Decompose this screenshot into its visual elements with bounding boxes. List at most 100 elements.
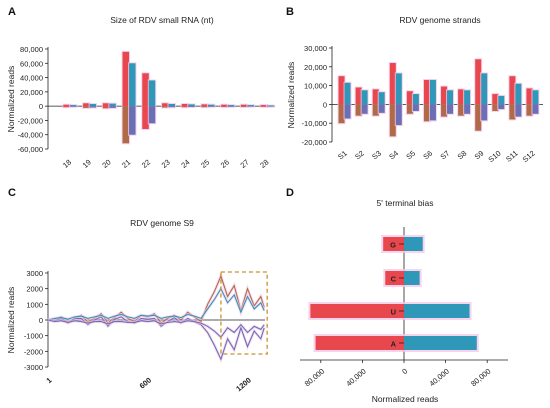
x-tick-label-b: S5 <box>404 149 417 162</box>
x-tick-label-a: 22 <box>140 158 152 170</box>
chart-title-a: Size of RDV small RNA (nt) <box>110 15 214 25</box>
x-axis-label-d: Normalized reads <box>372 394 439 404</box>
bar-pos-a <box>63 104 70 107</box>
bar-pos-b <box>389 63 396 105</box>
bar-neg-b <box>509 104 516 120</box>
bar-neg-b <box>441 104 448 117</box>
bar-left-d <box>310 304 404 318</box>
y-tick-label-a: -40,000 <box>18 131 43 140</box>
series-line-c <box>47 319 265 339</box>
bar-neg-b <box>338 104 345 124</box>
bar-neg-b <box>355 104 362 116</box>
x-tick-label-a: 19 <box>81 158 93 170</box>
bar-pos-a <box>83 103 90 107</box>
bar-neg-b <box>361 104 368 114</box>
x-tick-label-b: S7 <box>439 149 452 162</box>
bar-pos-b <box>492 94 499 105</box>
bar-pos-b <box>361 90 368 105</box>
bar-pos-b <box>423 79 430 105</box>
x-tick-label-b: S3 <box>370 149 383 162</box>
bar-neg-a <box>207 106 215 107</box>
bar-neg-b <box>464 104 471 114</box>
bar-neg-b <box>389 104 396 137</box>
bar-pos-b <box>355 87 362 105</box>
x-tick-label-d: 40,000 <box>344 367 367 389</box>
y-tick-label-c: -2000 <box>24 347 43 356</box>
bar-pos-b <box>412 94 419 105</box>
bar-pos-b <box>406 91 413 105</box>
y-tick-label-b: 20,000 <box>304 63 327 72</box>
bar-pos-a <box>148 80 156 107</box>
bar-pos-a <box>188 104 195 107</box>
y-tick-label-a: 20,000 <box>20 88 43 97</box>
bar-pos-b <box>475 59 482 105</box>
panel-letter-c: C <box>8 187 16 199</box>
y-tick-label-a: 60,000 <box>20 59 43 68</box>
bar-pos-b <box>378 92 385 105</box>
bar-pos-b <box>441 86 448 105</box>
bar-neg-a <box>260 106 268 107</box>
bar-pos-a <box>102 103 110 107</box>
bar-pos-a <box>260 105 268 107</box>
y-tick-label-b: 30,000 <box>304 44 327 53</box>
x-tick-label-a: 27 <box>239 158 251 170</box>
category-label-d: U <box>391 308 396 317</box>
panel-letter-d: D <box>286 187 294 199</box>
y-axis-label-b: Normalized reads <box>286 62 296 129</box>
bar-pos-b <box>372 89 379 105</box>
bar-neg-b <box>372 104 379 116</box>
highlight-region-box <box>220 271 268 355</box>
bar-right-d <box>404 237 423 251</box>
y-tick-label-c: 2000 <box>26 285 43 294</box>
bar-pos-a <box>122 51 130 107</box>
bar-pos-b <box>429 79 436 105</box>
bar-neg-a <box>69 106 77 107</box>
bar-neg-a <box>148 106 156 124</box>
bar-right-d <box>404 304 470 318</box>
bar-pos-a <box>201 104 208 107</box>
bar-neg-b <box>395 104 402 126</box>
bar-pos-b <box>458 89 465 105</box>
bar-pos-a <box>109 103 116 107</box>
bar-right-d <box>404 336 477 350</box>
chart-title-d: 5' terminal bias <box>377 198 434 208</box>
bar-pos-b <box>526 88 533 105</box>
x-tick-label-d: 0 <box>400 367 409 377</box>
bar-neg-b <box>481 104 488 121</box>
y-axis-label-a: Normalized reads <box>6 66 16 133</box>
bar-pos-a <box>207 104 215 107</box>
bar-neg-a <box>247 106 254 107</box>
y-tick-label-a: 80,000 <box>20 45 43 54</box>
x-tick-label-a: 23 <box>160 158 172 170</box>
x-tick-label-b: S6 <box>421 149 434 162</box>
bar-neg-a <box>201 106 208 108</box>
bar-neg-a <box>142 106 149 129</box>
x-tick-label-b: S11 <box>504 149 520 164</box>
bar-neg-b <box>447 104 454 114</box>
chart-title-b: RDV genome strands <box>399 15 480 25</box>
x-tick-label-a: 28 <box>258 158 270 170</box>
series-line-c <box>47 287 265 321</box>
bar-pos-a <box>267 105 274 107</box>
bar-neg-a <box>168 106 175 108</box>
y-tick-label-c: 3000 <box>26 269 43 278</box>
x-tick-label-b: S12 <box>521 149 537 164</box>
y-tick-label-c: 1000 <box>26 300 43 309</box>
x-tick-label-a: 25 <box>199 158 211 170</box>
y-tick-label-a: -20,000 <box>18 116 43 125</box>
bar-left-d <box>383 237 404 251</box>
y-tick-label-a: -60,000 <box>18 145 43 154</box>
bar-neg-b <box>532 104 539 114</box>
series-glow-c <box>47 315 266 364</box>
series-line-c <box>47 316 265 361</box>
bar-pos-b <box>498 95 505 105</box>
y-tick-label-b: -20,000 <box>302 138 327 147</box>
bar-neg-a <box>129 106 136 135</box>
bar-neg-a <box>89 106 97 108</box>
x-tick-label-a: 24 <box>179 158 191 170</box>
bar-neg-a <box>267 106 274 107</box>
panel-a: A Size of RDV small RNA (nt) Normalized re… <box>6 6 275 170</box>
x-tick-label-b: S10 <box>487 149 503 164</box>
x-tick-label-a: 21 <box>120 158 132 170</box>
